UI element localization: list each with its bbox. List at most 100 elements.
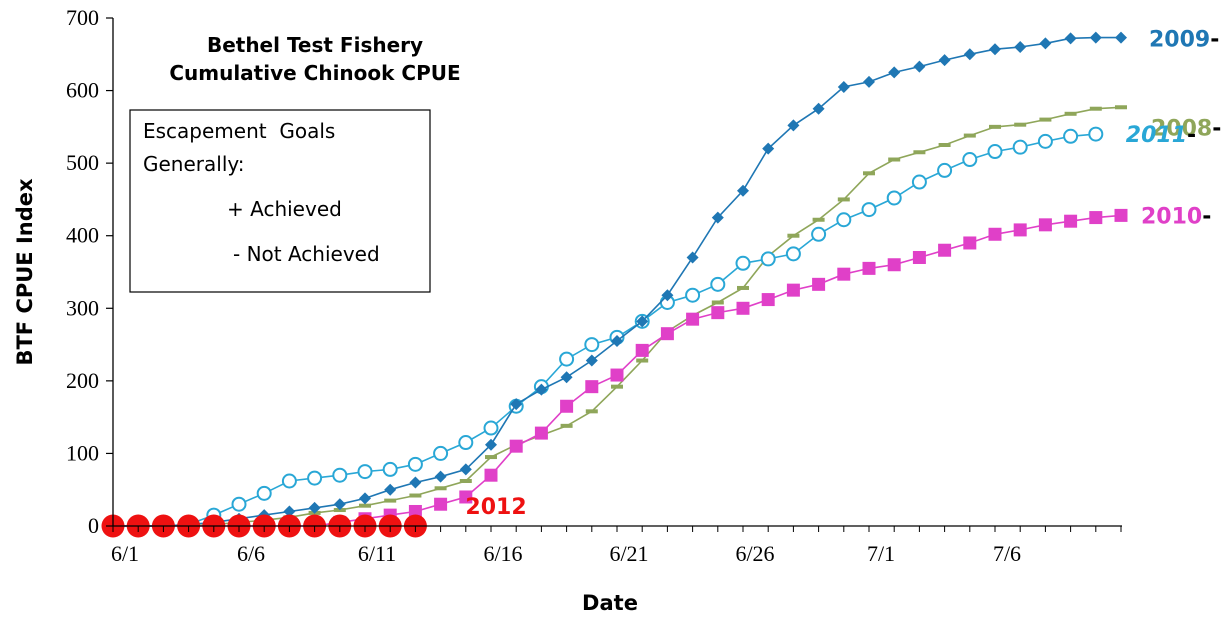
- point-2011: [937, 162, 953, 178]
- y-tick-label: 300: [66, 295, 99, 320]
- point-2009: [485, 438, 497, 451]
- series-2012: 2012: [101, 495, 527, 538]
- series-2011-line: [113, 133, 1096, 527]
- point-2009: [1089, 31, 1102, 44]
- x-tick-label: 6/26: [735, 541, 774, 566]
- legend-frame: [129, 109, 431, 293]
- point-2010: [560, 399, 574, 413]
- point-2009: [535, 383, 548, 396]
- x-tick-label: 6/16: [483, 541, 522, 566]
- point-2008: [384, 498, 397, 503]
- x-tick-label: 6/6: [237, 541, 265, 566]
- series-label-2010: 2010-: [1141, 204, 1211, 229]
- point-2009: [989, 43, 1001, 56]
- point-2009: [308, 501, 321, 514]
- point-2010: [837, 267, 851, 281]
- point-2009: [837, 80, 850, 93]
- point-2009: [762, 142, 775, 155]
- point-2010: [761, 293, 775, 307]
- legend-box: Escapement Goals Generally: + Achieved -…: [129, 109, 431, 293]
- point-2010: [459, 490, 473, 504]
- point-2008: [459, 479, 472, 484]
- point-2010: [711, 306, 725, 320]
- point-2009: [560, 371, 573, 384]
- point-2010: [862, 261, 876, 275]
- x-tick-label: 7/1: [867, 541, 895, 566]
- point-2010: [1013, 223, 1027, 237]
- point-2008: [711, 300, 724, 305]
- point-2010: [1114, 208, 1128, 222]
- point-2010: [408, 504, 422, 518]
- point-2009: [913, 60, 926, 73]
- y-tick-label: 500: [66, 150, 99, 175]
- x-tick-label: 6/1: [111, 541, 139, 566]
- point-2010: [1089, 211, 1103, 225]
- point-2009: [409, 476, 422, 489]
- point-2011: [886, 190, 902, 206]
- point-2008: [359, 503, 371, 508]
- point-2011: [811, 226, 827, 242]
- point-2009: [938, 54, 951, 67]
- point-2008: [485, 455, 497, 460]
- point-2011: [1063, 128, 1079, 144]
- y-tick-label: 100: [66, 440, 99, 465]
- y-tick-label: 600: [66, 78, 99, 103]
- point-2008: [1064, 111, 1077, 116]
- x-axis-title: Date: [582, 591, 638, 615]
- point-2008: [737, 285, 749, 290]
- point-2010: [686, 312, 700, 326]
- point-2011: [987, 144, 1003, 160]
- point-2008: [434, 486, 447, 491]
- point-2010: [912, 250, 926, 264]
- y-tick-label: 200: [66, 368, 99, 393]
- point-2011: [710, 276, 726, 292]
- point-2008: [560, 423, 573, 428]
- point-2011: [281, 473, 297, 489]
- point-2008: [1039, 117, 1052, 122]
- point-2011: [382, 461, 398, 477]
- point-2008: [837, 197, 850, 202]
- point-2009: [1014, 41, 1027, 54]
- point-2008: [812, 217, 825, 222]
- point-2008: [888, 157, 901, 162]
- series-label-2011: 2011-: [1126, 123, 1196, 148]
- point-2011: [1012, 139, 1028, 155]
- point-2011: [785, 246, 801, 262]
- x-tick-label: 6/21: [609, 541, 648, 566]
- point-2009: [1039, 37, 1052, 50]
- point-2009: [888, 66, 901, 79]
- point-2009: [359, 492, 371, 505]
- legend-line-not-achieved: - Not Achieved: [233, 242, 380, 266]
- point-2010: [509, 439, 523, 453]
- point-2010: [434, 497, 448, 511]
- axes: 0 100 200 300 400 500 600 700 6/1 6/6 6/11 6/16 6/21…: [66, 5, 1122, 566]
- point-2009: [812, 102, 825, 115]
- point-2009: [459, 463, 472, 476]
- point-2011: [1088, 126, 1104, 142]
- point-2010: [484, 468, 498, 482]
- x-tick-label: 7/6: [993, 541, 1021, 566]
- point-2011: [483, 420, 499, 436]
- point-2011: [332, 467, 348, 483]
- point-2010: [938, 243, 952, 257]
- chart-title: Bethel Test Fishery Cumulative Chinook C…: [169, 33, 460, 85]
- point-2009: [1064, 32, 1077, 45]
- point-2009: [510, 398, 523, 411]
- point-2010: [887, 258, 901, 272]
- point-2011: [231, 496, 247, 512]
- point-2009: [711, 211, 724, 224]
- point-2008: [989, 124, 1001, 129]
- point-2010: [963, 236, 977, 250]
- point-2008: [1014, 122, 1027, 127]
- y-axis-title: BTF CPUE Index: [13, 178, 37, 366]
- point-2010: [786, 283, 800, 297]
- point-2010: [610, 368, 624, 382]
- point-2011: [760, 251, 776, 267]
- point-2009: [863, 75, 875, 88]
- point-2008: [913, 150, 926, 155]
- point-2011: [911, 174, 927, 190]
- point-2008: [585, 409, 598, 414]
- point-2009: [384, 483, 397, 496]
- point-2008: [1115, 105, 1127, 110]
